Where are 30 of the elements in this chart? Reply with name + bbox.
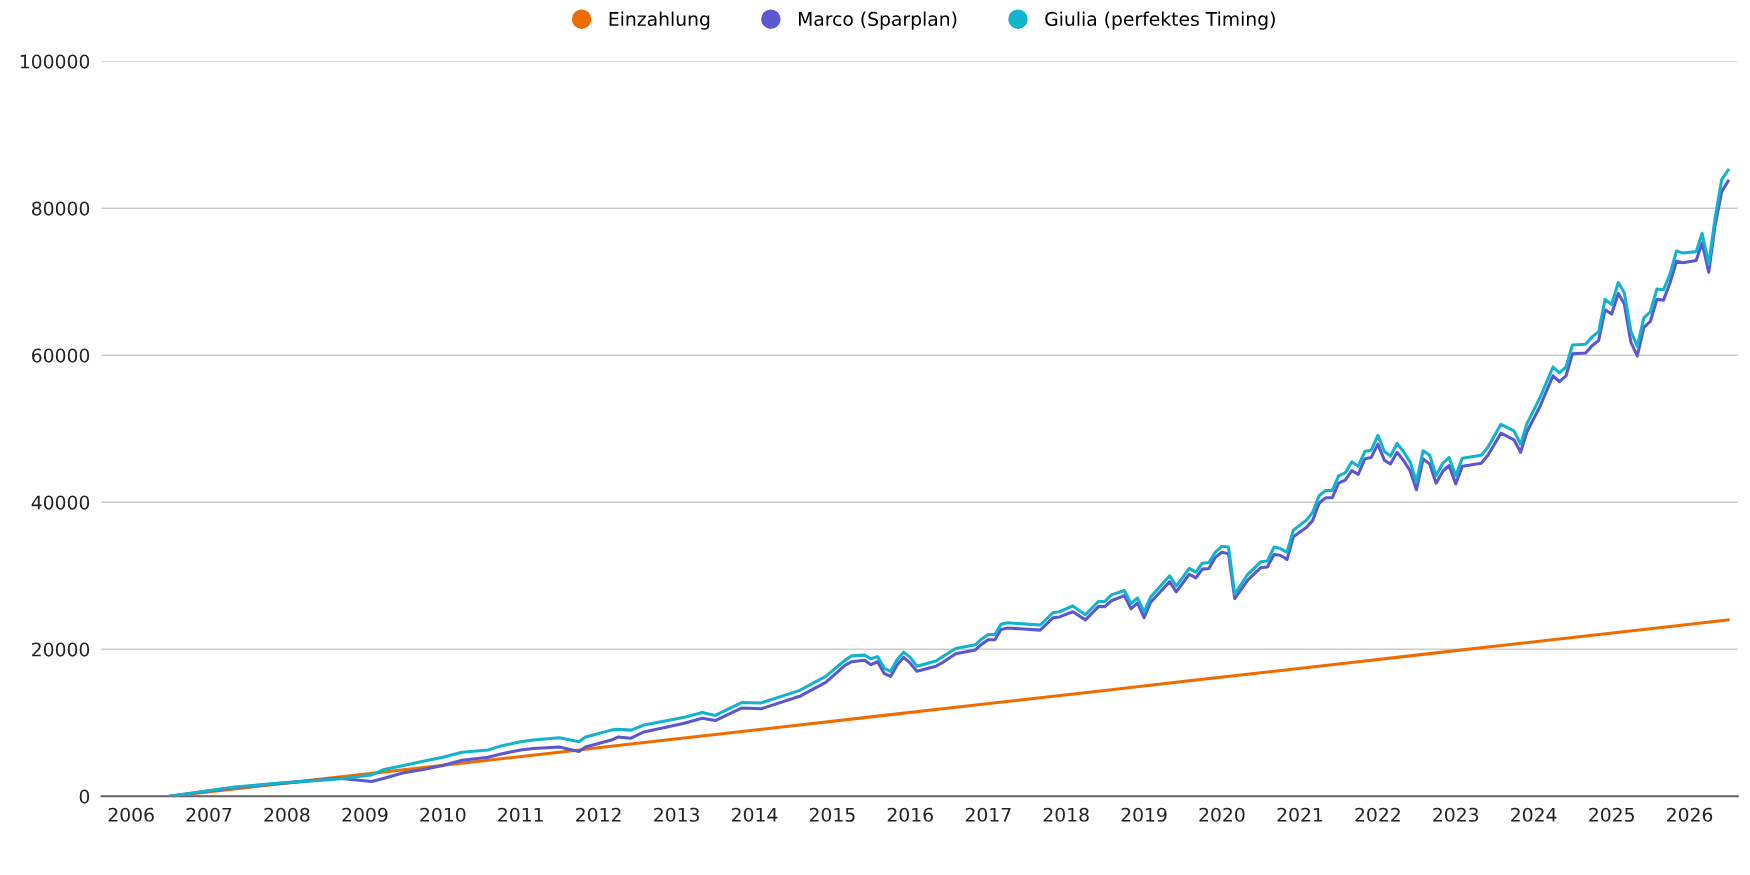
x-tick-label: 2024 (1511, 807, 1557, 822)
legend-label: Giulia (perfektes Timing) (1045, 11, 1275, 30)
x-tick-label: 2026 (1667, 807, 1713, 822)
x-tick-label: 2018 (1043, 807, 1089, 822)
y-tick-label: 100000 (20, 54, 90, 69)
x-tick-label: 2020 (1199, 807, 1245, 822)
x-tick-label: 2017 (965, 807, 1011, 822)
y-tick-label: 20000 (32, 642, 90, 657)
y-tick-label: 0 (79, 789, 90, 804)
x-tick-label: 2006 (108, 807, 154, 822)
x-tick-label: 2021 (1277, 807, 1323, 822)
x-tick-label: 2014 (732, 807, 778, 822)
legend-label: Einzahlung (609, 11, 710, 30)
x-tick-label: 2019 (1121, 807, 1167, 822)
x-tick-label: 2011 (498, 807, 543, 822)
x-tick-label: 2010 (420, 807, 466, 822)
x-tick-label: 2015 (809, 807, 855, 822)
y-tick-label: 40000 (31, 495, 90, 510)
x-tick-label: 2022 (1355, 807, 1400, 822)
x-tick-label: 2023 (1433, 807, 1479, 822)
x-tick-label: 2012 (576, 807, 621, 822)
x-tick-label: 2007 (186, 807, 232, 822)
x-tick-label: 2009 (342, 807, 388, 822)
x-tick-label: 2013 (654, 807, 699, 822)
x-tick-label: 2016 (887, 807, 933, 822)
x-tick-label: 2025 (1589, 807, 1634, 822)
y-tick-label: 60000 (32, 348, 90, 363)
y-tick-label: 80000 (32, 201, 90, 216)
legend-label: Marco (Sparplan) (798, 11, 957, 30)
x-tick-label: 2008 (264, 807, 310, 822)
